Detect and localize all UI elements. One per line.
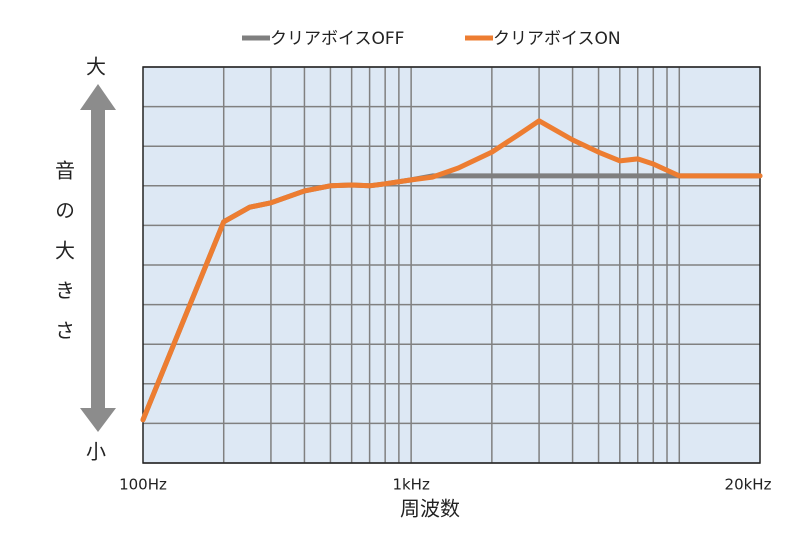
series-line <box>140 118 763 423</box>
legend-label: クリアボイスOFF <box>270 29 404 49</box>
plot-border <box>142 66 761 464</box>
x-axis-label: 周波数 <box>400 497 460 521</box>
x-tick-label: 20kHz <box>725 476 772 494</box>
y-bottom-label: 小 <box>86 440 106 464</box>
x-tick-label: 100Hz <box>119 476 167 494</box>
y-top-label: 大 <box>86 55 106 79</box>
legend-label: クリアボイスON <box>493 29 621 49</box>
x-tick-label: 1kHz <box>392 476 430 494</box>
y-axis-label: 音の大きさ <box>52 160 76 360</box>
y-arrow <box>80 84 116 432</box>
